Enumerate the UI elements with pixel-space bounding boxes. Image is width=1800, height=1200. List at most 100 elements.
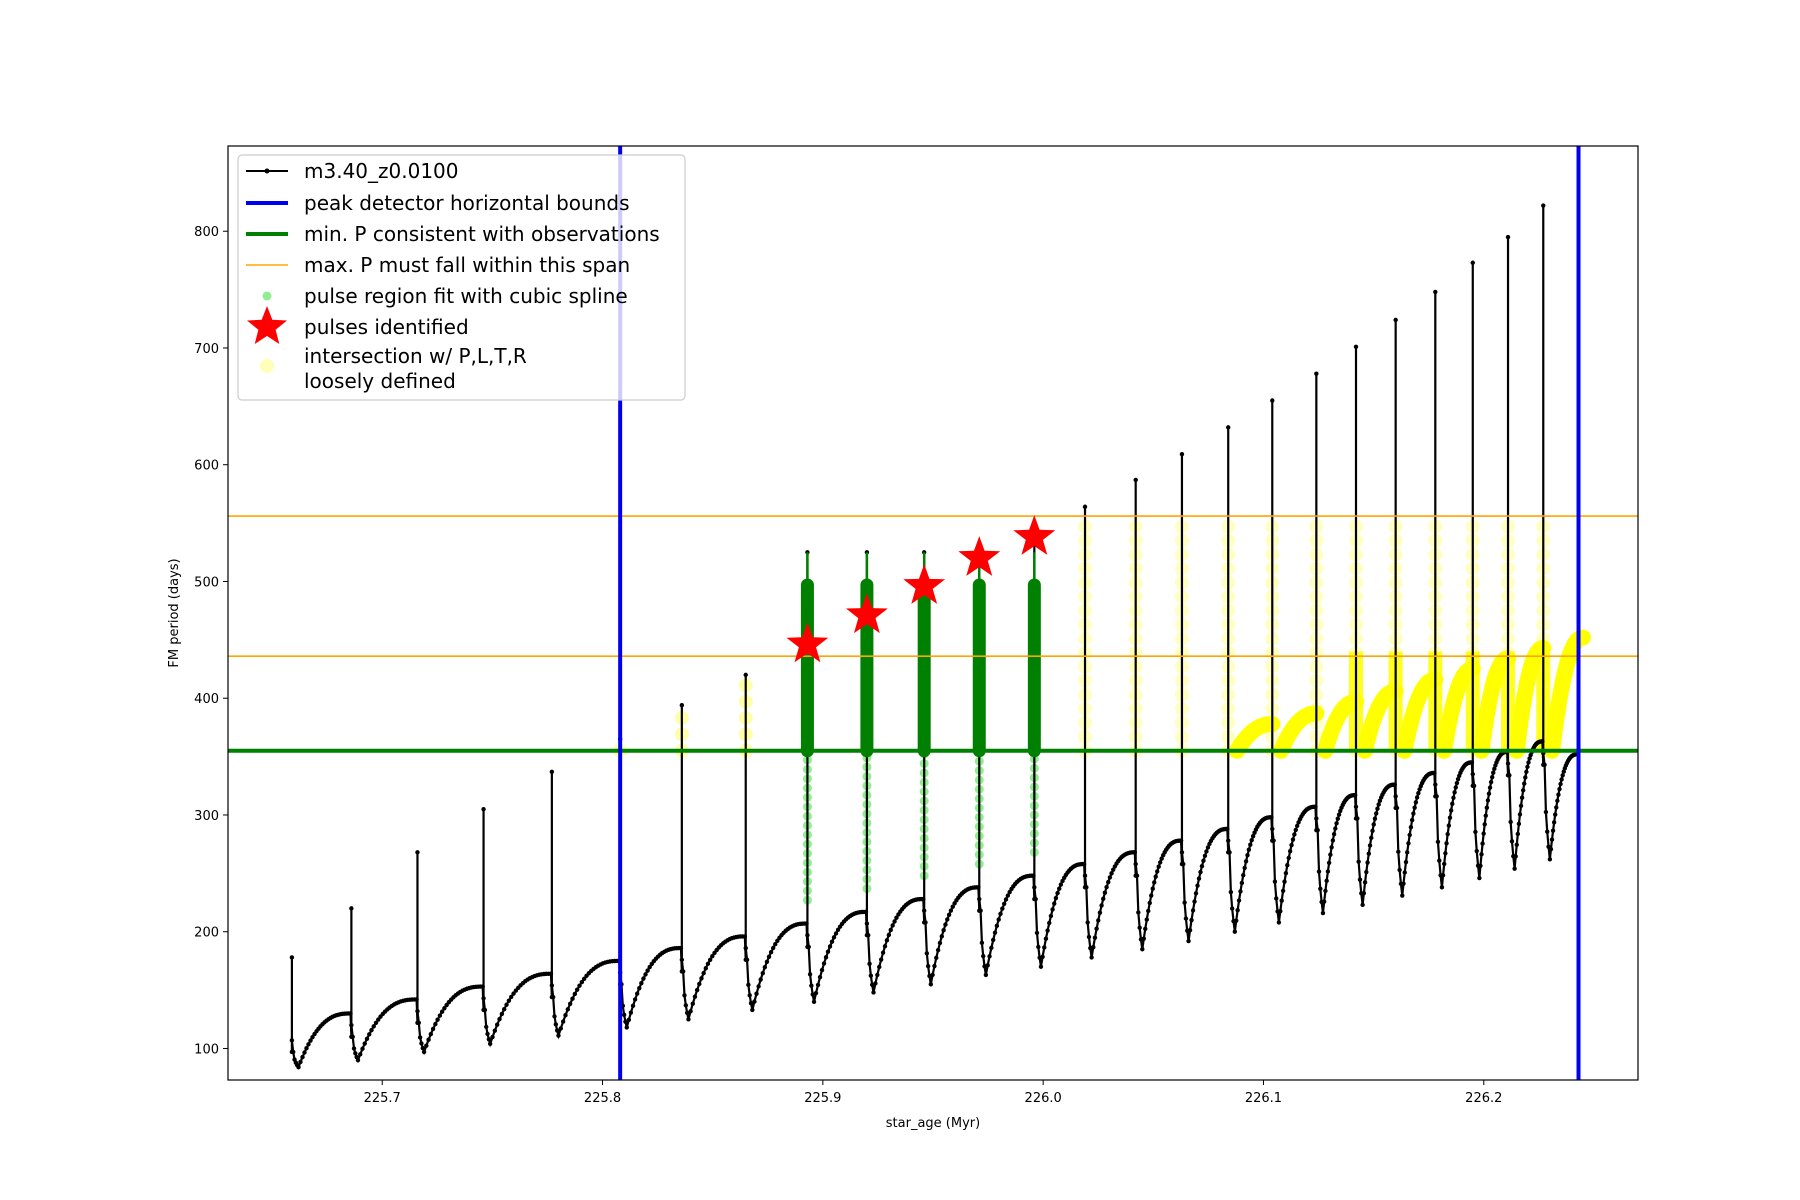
model-point	[504, 1002, 509, 1007]
model-point	[556, 1033, 561, 1038]
model-point	[1405, 850, 1410, 855]
model-point	[1440, 873, 1446, 878]
model-point	[1522, 781, 1527, 786]
model-point	[1141, 936, 1146, 941]
model-point	[621, 1012, 627, 1018]
model-point	[758, 977, 763, 982]
model-point	[289, 1038, 295, 1043]
model-point	[1505, 234, 1511, 240]
model-point	[1226, 425, 1231, 430]
model-point	[1517, 812, 1523, 817]
model-point	[1226, 838, 1231, 843]
model-point	[1362, 880, 1368, 885]
model-point	[1195, 883, 1200, 888]
pulse-identified-star	[846, 593, 888, 634]
model-point	[871, 990, 876, 995]
model-point	[1150, 886, 1155, 891]
model-point	[1033, 896, 1038, 902]
model-point	[747, 993, 752, 998]
model-point	[1487, 785, 1493, 790]
model-point	[1541, 203, 1546, 208]
model-series-layer	[289, 203, 1580, 1070]
model-point	[481, 996, 486, 1001]
model-point	[1328, 852, 1333, 857]
model-point	[1096, 918, 1101, 923]
model-point	[1085, 920, 1090, 925]
model-point	[1433, 782, 1438, 787]
model-point	[1279, 898, 1284, 903]
model-point	[1246, 847, 1252, 852]
model-point	[679, 957, 685, 962]
model-point	[921, 896, 926, 902]
model-point	[306, 1042, 311, 1047]
model-point	[1204, 849, 1209, 854]
model-point	[873, 981, 878, 986]
model-point	[1228, 889, 1234, 895]
model-point	[1101, 896, 1106, 902]
model-point	[1365, 860, 1370, 865]
model-point	[809, 983, 814, 988]
model-point	[1558, 781, 1563, 787]
pulse-identified-star	[958, 536, 1001, 576]
model-point	[1407, 832, 1412, 838]
model-point	[770, 945, 776, 951]
model-point	[754, 991, 759, 996]
model-point	[1542, 762, 1547, 767]
model-point	[1082, 504, 1088, 509]
model-point	[304, 1046, 309, 1051]
model-point	[678, 945, 684, 951]
model-point	[1435, 839, 1441, 845]
model-point	[643, 972, 648, 977]
model-point	[1235, 908, 1240, 913]
model-point	[1478, 863, 1483, 868]
model-point	[1144, 917, 1149, 922]
y-axis-label: FM period (days)	[167, 558, 182, 667]
model-point	[415, 850, 420, 855]
model-point	[1190, 908, 1196, 913]
intersection-curve	[1273, 705, 1325, 759]
model-point	[623, 1019, 628, 1024]
model-point	[699, 976, 704, 981]
model-point	[563, 1013, 568, 1018]
model-point	[1400, 893, 1405, 898]
model-point	[626, 1017, 632, 1022]
model-point	[502, 1006, 507, 1012]
model-point	[1523, 775, 1528, 780]
model-point	[1408, 824, 1414, 830]
x-tick-label: 225.7	[364, 1091, 401, 1106]
model-point	[419, 1041, 424, 1046]
model-point	[1143, 926, 1148, 932]
model-point	[581, 976, 587, 981]
model-point	[570, 996, 575, 1001]
model-point	[1352, 792, 1358, 798]
model-point	[484, 1024, 489, 1030]
model-point	[1374, 811, 1379, 816]
model-point	[1086, 934, 1092, 940]
model-point	[892, 919, 897, 924]
model-point	[934, 955, 939, 961]
model-point	[552, 1014, 557, 1019]
model-point	[1369, 835, 1374, 841]
model-point	[941, 928, 946, 933]
model-point	[360, 1046, 365, 1051]
model-point	[1361, 891, 1367, 896]
model-point	[1092, 935, 1098, 940]
model-point	[1053, 895, 1059, 901]
model-point	[686, 1017, 691, 1022]
model-point	[1485, 798, 1491, 803]
model-point	[1489, 774, 1495, 780]
model-point	[565, 1007, 571, 1012]
model-point	[1556, 792, 1561, 797]
model-point	[829, 939, 835, 944]
model-point	[756, 984, 761, 989]
model-point	[487, 1041, 493, 1047]
model-point	[1038, 964, 1044, 969]
model-point	[349, 906, 354, 911]
legend-handle-star	[247, 306, 287, 344]
model-point	[1245, 853, 1250, 858]
model-point	[750, 1007, 755, 1013]
model-point	[1527, 756, 1532, 761]
model-point	[884, 938, 890, 943]
model-point	[1371, 822, 1376, 827]
model-point	[1454, 780, 1460, 786]
